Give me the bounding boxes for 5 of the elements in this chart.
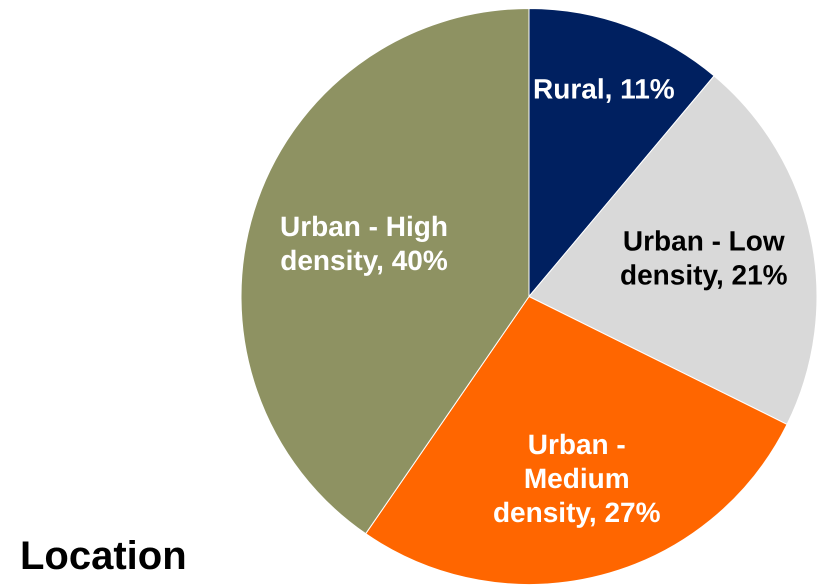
text: Location [20,534,187,579]
slice-label: Urban - Low density, 21% [620,226,788,291]
slice-label: Urban - Medium density, 27% [492,429,661,528]
slice-label: Rural, 11% [533,74,675,105]
slice-label: Urban - High density, 40% [280,210,448,276]
